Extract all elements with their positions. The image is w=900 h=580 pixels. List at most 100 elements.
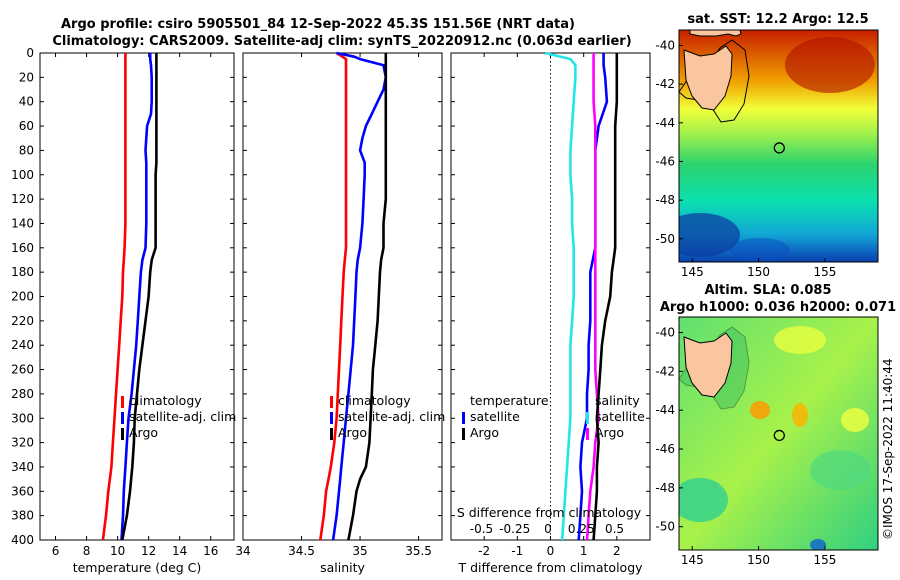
sla-map-frame — [678, 316, 879, 551]
x-tick-label: 12 — [141, 544, 156, 558]
x-tick-label: 1 — [580, 544, 588, 558]
sst-map-title: sat. SST: 12.2 Argo: 12.5 — [687, 12, 868, 27]
depth-tick-label: 340 — [11, 460, 34, 474]
depth-tick-label: 180 — [11, 265, 34, 279]
mainland-landmass — [689, 30, 742, 37]
sla-y-tick-label: -42 — [655, 364, 675, 378]
x-tick-label: 35 — [352, 544, 367, 558]
x-axis-label: salinity — [320, 560, 365, 575]
sla-map-subtitle: Argo h1000: 0.036 h2000: 0.071 — [660, 300, 896, 315]
sst-map: sat. SST: 12.2 Argo: 12.5 — [678, 12, 879, 263]
depth-axis: 0 20 40 60 80 100 120 140 160 180 200 220 240 260 280 3… — [11, 46, 34, 547]
depth-tick-label: 140 — [11, 216, 34, 230]
legend-swatch-sal-satellite — [586, 412, 589, 424]
legend-swatch-satellite — [330, 412, 333, 424]
salinity-legend: climatology satellite-adj. clim Argo — [330, 393, 445, 440]
sla-high-eddy-2 — [792, 403, 808, 427]
legend-swatch-temp-satellite — [462, 412, 465, 424]
sla-low-patch-2 — [810, 450, 870, 490]
sla-y-tick-label: -40 — [655, 326, 675, 340]
depth-tick-label: 320 — [11, 436, 34, 450]
depth-tick-label: 300 — [11, 411, 34, 425]
sst-y-tick-label: -50 — [655, 232, 675, 246]
legend-label-temp-satellite: satellite — [470, 409, 520, 424]
s-tick-label: 0 — [544, 522, 552, 536]
panel-frame — [39, 52, 235, 541]
depth-tick-label: 360 — [11, 484, 34, 498]
legend-label-argo: Argo — [129, 425, 158, 440]
sla-y-tick-label: -44 — [655, 403, 675, 417]
x-tick-label: 6 — [52, 544, 60, 558]
temperature-legend: climatology satellite-adj. clim Argo — [121, 393, 236, 440]
series-line-argo — [347, 53, 388, 541]
legend-swatch-climatology — [121, 396, 124, 408]
sst-argo-marker — [773, 142, 785, 154]
x-axis-label: T difference from climatology — [457, 560, 643, 575]
sst-y-tick-label: -48 — [655, 193, 675, 207]
copyright: ©IMOS 17-Sep-2022 11:40:44 — [881, 358, 895, 540]
sla-y-tick-label: -46 — [655, 442, 675, 456]
series-line-temperature-argo — [592, 53, 619, 541]
series-line-argo — [121, 53, 158, 541]
sst-cold-patch-2 — [730, 238, 790, 262]
s-difference-label: S difference from climatology — [457, 505, 642, 520]
x-tick-label: 0 — [547, 544, 555, 558]
sla-x-tick-label: 145 — [681, 553, 704, 567]
sst-map-frame — [678, 29, 879, 263]
sst-y-tick-label: -40 — [655, 38, 675, 52]
sst-x-tick-label: 150 — [747, 265, 770, 279]
series-line-climatology — [319, 51, 348, 541]
s-tick-label: -0.25 — [499, 522, 530, 536]
legend-label-argo: Argo — [338, 425, 367, 440]
sla-x-tick-label: 155 — [813, 553, 836, 567]
x-tick-label: 14 — [172, 544, 187, 558]
legend-swatch-sal-argo — [586, 428, 589, 440]
sst-x-tick-label: 155 — [813, 265, 836, 279]
depth-tick-label: 260 — [11, 363, 34, 377]
legend-label-satellite: satellite-adj. clim — [338, 409, 445, 424]
legend-label-climatology: climatology — [129, 393, 202, 408]
legend-heading-temperature: temperature — [470, 393, 549, 408]
sst-cold-patch — [679, 213, 740, 257]
x-tick-label: 10 — [110, 544, 125, 558]
x-tick-label: 2 — [613, 544, 621, 558]
tasmania-landmass — [683, 45, 733, 111]
depth-tick-label: 40 — [19, 95, 34, 109]
depth-tick-label: 280 — [11, 387, 34, 401]
sla-x-tick-label: 150 — [747, 553, 770, 567]
sla-map: Altim. SLA: 0.085 Argo h1000: 0.036 h200… — [660, 283, 896, 551]
title-line-2: Climatology: CARS2009. Satellite-adj cli… — [52, 34, 631, 49]
legend-heading-salinity: salinity — [595, 393, 640, 408]
sst-y-tick-label: -46 — [655, 154, 675, 168]
sla-y-tick-label: -50 — [655, 520, 675, 534]
x-axis-label: temperature (deg C) — [73, 560, 202, 575]
depth-tick-label: 120 — [11, 192, 34, 206]
x-tick-label: 34 — [235, 544, 250, 558]
series-line-climatology — [101, 53, 127, 541]
s-tick-label: 0.25 — [568, 522, 595, 536]
difference-panel: -2 -1 0 1 2 T difference from climatology — [450, 51, 651, 575]
legend-swatch-temp-argo — [462, 428, 465, 440]
x-tick-label: 16 — [203, 544, 218, 558]
series-line-temperature-satellite — [577, 53, 609, 541]
depth-tick-label: 220 — [11, 314, 34, 328]
legend-label-satellite: satellite-adj. clim — [129, 409, 236, 424]
depth-tick-label: 380 — [11, 509, 34, 523]
depth-tick-label: 200 — [11, 290, 34, 304]
depth-tick-label: 160 — [11, 241, 34, 255]
x-tick-label: 35.5 — [405, 544, 432, 558]
title-line-1: Argo profile: csiro 5905501_84 12-Sep-20… — [61, 17, 575, 32]
depth-tick-label: 240 — [11, 338, 34, 352]
s-difference-ticks: -0.5 -0.25 0 0.25 0.5 — [470, 522, 624, 536]
sla-high-eddy — [750, 401, 770, 419]
legend-label-temp-argo: Argo — [470, 425, 499, 440]
sla-low-patch — [679, 478, 728, 522]
legend-swatch-argo — [330, 428, 333, 440]
series-line-satellite-adj-clim — [331, 51, 388, 541]
tasmania-landmass-sla — [683, 332, 733, 398]
legend-label-sal-argo: Argo — [595, 425, 624, 440]
s-tick-label: -0.5 — [470, 522, 493, 536]
x-tick-label: -1 — [511, 544, 523, 558]
s-tick-label: 0.5 — [605, 522, 624, 536]
